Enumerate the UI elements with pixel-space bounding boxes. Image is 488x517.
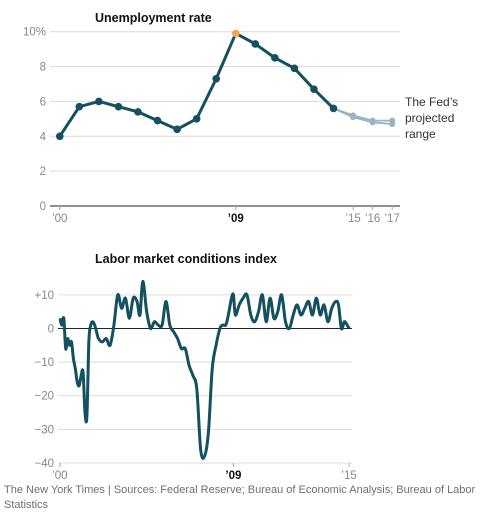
projection-lower-line [333, 107, 393, 125]
labor-index-grid: +10 0 −10 −20 −30 −40 [34, 290, 352, 470]
unemployment-point [271, 54, 279, 62]
unemployment-points [55, 29, 338, 141]
projection-label-line: projected [405, 111, 454, 125]
labor-index-x-axis: ’00 ’09 ’15 [52, 463, 357, 482]
labor-index-y-tick-label: −30 [34, 424, 54, 436]
unemployment-y-tick-label: 4 [40, 131, 47, 143]
unemployment-x-axis: ’00 ’09 ’15 ’16 ’17 [52, 206, 400, 225]
projection-label: The Fed’s projected range [405, 95, 461, 141]
labor-index-y-tick-label: −10 [34, 357, 54, 369]
unemployment-point [134, 108, 142, 116]
source-credit: The New York Times | Sources: Federal Re… [4, 484, 476, 511]
unemployment-point [251, 40, 260, 48]
unemployment-point [290, 64, 299, 73]
unemployment-x-tick-label: ’00 [52, 213, 67, 225]
projection-label-line: range [405, 127, 436, 141]
unemployment-x-tick-label: ’16 [365, 213, 380, 225]
unemployment-point [114, 102, 123, 111]
unemployment-y-tick-label: 8 [40, 62, 46, 74]
unemployment-x-tick-label: ’09 [228, 213, 244, 225]
projection-lower-point [350, 114, 357, 121]
projection-lower-point [369, 119, 376, 126]
unemployment-x-tick-label: ’15 [345, 213, 360, 225]
labor-index-x-tick-label: ’00 [52, 470, 67, 482]
unemployment-x-tick-label: ’17 [384, 213, 399, 225]
unemployment-y-tick-label: 10% [23, 27, 46, 39]
projection-upper-line [333, 107, 393, 122]
unemployment-y-tick-label: 0 [40, 201, 46, 213]
unemployment-grid: 0 2 4 6 8 10% [23, 27, 400, 213]
projection-label-line: The Fed’s [405, 95, 458, 109]
unemployment-chart-title: Unemployment rate [95, 11, 212, 25]
labor-index-y-tick-label: −40 [34, 458, 54, 470]
unemployment-point [310, 85, 318, 94]
labor-index-y-tick-label: 0 [48, 323, 54, 335]
labor-index-chart: Labor market conditions index +10 0 −10 −20… [34, 252, 356, 482]
labor-index-chart-title: Labor market conditions index [95, 252, 277, 266]
unemployment-point [173, 125, 181, 134]
unemployment-point [153, 116, 162, 125]
unemployment-peak-point [231, 29, 240, 38]
unemployment-point [192, 115, 201, 123]
unemployment-point [212, 74, 221, 83]
projection-lower-point [389, 121, 396, 128]
unemployment-y-tick-label: 2 [40, 166, 46, 178]
unemployment-point [75, 102, 84, 111]
unemployment-point [95, 97, 103, 106]
labor-index-y-tick-label: +10 [34, 290, 54, 302]
labor-index-y-tick-label: −20 [34, 391, 54, 403]
unemployment-point [329, 104, 338, 113]
labor-index-line [58, 279, 351, 460]
unemployment-point [55, 132, 64, 141]
unemployment-y-tick-label: 6 [40, 96, 46, 108]
labor-index-x-tick-label: ’15 [341, 470, 356, 482]
projection-range [333, 107, 396, 128]
labor-index-x-tick-label: ’09 [225, 470, 241, 482]
labor-index-series [58, 279, 351, 460]
